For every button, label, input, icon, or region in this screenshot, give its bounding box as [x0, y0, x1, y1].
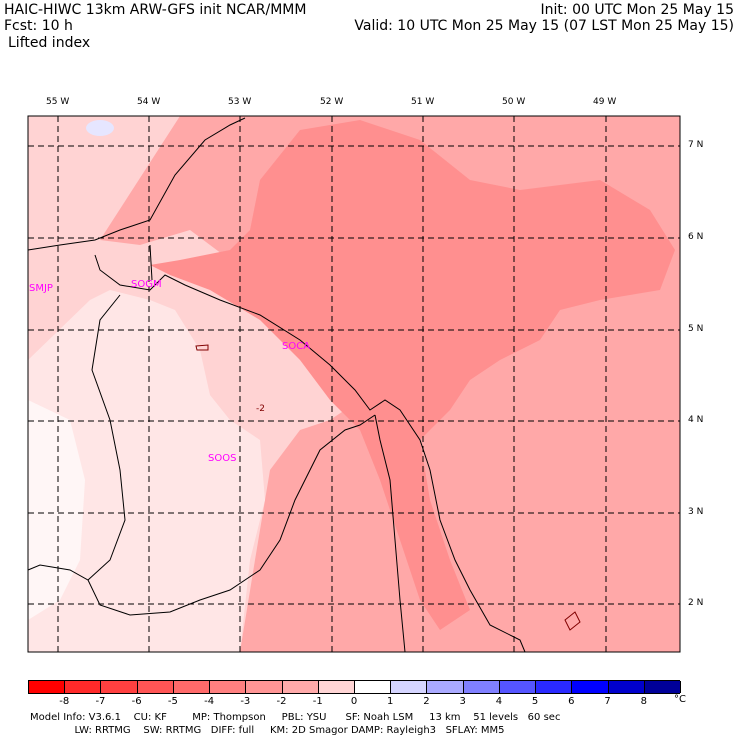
- init-time: Init: 00 UTC Mon 25 May 15: [540, 2, 734, 18]
- coastline-borders: [27, 117, 526, 653]
- colorbar-cell: [282, 681, 319, 693]
- colorbar-tick-label: 2: [423, 696, 430, 707]
- station-label: SOOS: [208, 453, 237, 464]
- colorbar-tick-label: -3: [240, 696, 251, 707]
- colorbar-cell: [391, 681, 428, 693]
- colorbar-tick-label: 8: [640, 696, 647, 707]
- map-frame: [27, 115, 681, 653]
- colorbar-tick-label: 6: [568, 696, 575, 707]
- colorbar-tick-label: 0: [350, 696, 358, 707]
- station-label: SOCA: [282, 341, 311, 352]
- colorbar-cell: [463, 681, 500, 693]
- colorbar-cell: [572, 681, 609, 693]
- lat-lon-grid: [28, 116, 680, 652]
- colorbar-tick-label: -1: [312, 696, 323, 707]
- colorbar-cell: [427, 681, 464, 693]
- lat-label: 4 N: [688, 415, 704, 425]
- model-info-line2: LW: RRTMG SW: RRTMG DIFF: full KM: 2D Sm…: [30, 725, 505, 736]
- colorbar-cell: [65, 681, 102, 693]
- model-info-line1: Model Info: V3.6.1 CU: KF MP: Thompson P…: [30, 712, 561, 723]
- model-title: HAIC-HIWC 13km ARW-GFS init NCAR/MMM: [4, 2, 307, 18]
- colorbar-tick-label: 7: [604, 696, 611, 707]
- colorbar-tick-label: -2: [276, 696, 287, 707]
- lon-label: 54 W: [137, 97, 161, 107]
- colorbar-cell: [173, 681, 211, 693]
- shaded-field: [28, 116, 680, 652]
- lon-label: 50 W: [502, 97, 526, 107]
- colorbar-tick-label: -7: [95, 696, 106, 707]
- contour-line: [195, 344, 581, 631]
- valid-time: Valid: 10 UTC Mon 25 May 15 (07 LST Mon …: [354, 18, 734, 34]
- colorbar-cell: [29, 681, 66, 693]
- field-name: Lifted index: [8, 35, 91, 51]
- colorbar: [28, 680, 681, 694]
- colorbar-tick-label: -5: [167, 696, 178, 707]
- colorbar-tick-label: -4: [204, 696, 215, 707]
- lat-label: 2 N: [688, 598, 704, 608]
- colorbar-cell: [137, 681, 174, 693]
- contour-value-label: -2: [256, 404, 265, 414]
- colorbar-tick-label: 4: [495, 696, 503, 707]
- colorbar-tick-label: -8: [59, 696, 70, 707]
- lat-label: 3 N: [688, 507, 704, 517]
- colorbar-tick-label: 5: [531, 696, 539, 707]
- colorbar-cell: [246, 681, 283, 693]
- colorbar-tick-label: -6: [131, 696, 142, 707]
- colorbar-unit: °C: [674, 694, 686, 705]
- lon-label: 52 W: [320, 97, 344, 107]
- lon-label: 55 W: [46, 97, 70, 107]
- station-label: SMJP: [29, 283, 53, 294]
- colorbar-cell: [210, 681, 247, 693]
- colorbar-cell: [499, 681, 537, 693]
- colorbar-cell: [101, 681, 138, 693]
- lon-label: 53 W: [228, 97, 252, 107]
- colorbar-tick-label: 1: [387, 696, 394, 707]
- colorbar-cell: [355, 681, 392, 693]
- lat-label: 5 N: [688, 324, 704, 334]
- lon-label: 49 W: [593, 97, 617, 107]
- lat-label: 6 N: [688, 232, 704, 242]
- colorbar-cell: [608, 681, 645, 693]
- colorbar-tick-label: 3: [459, 696, 466, 707]
- lon-label: 51 W: [411, 97, 435, 107]
- station-label: SOGM: [131, 279, 162, 290]
- forecast-hour: Fcst: 10 h: [4, 18, 73, 34]
- lat-label: 7 N: [688, 140, 704, 150]
- colorbar-cell: [536, 681, 573, 693]
- colorbar-cell: [318, 681, 355, 693]
- colorbar-cell: [644, 681, 681, 693]
